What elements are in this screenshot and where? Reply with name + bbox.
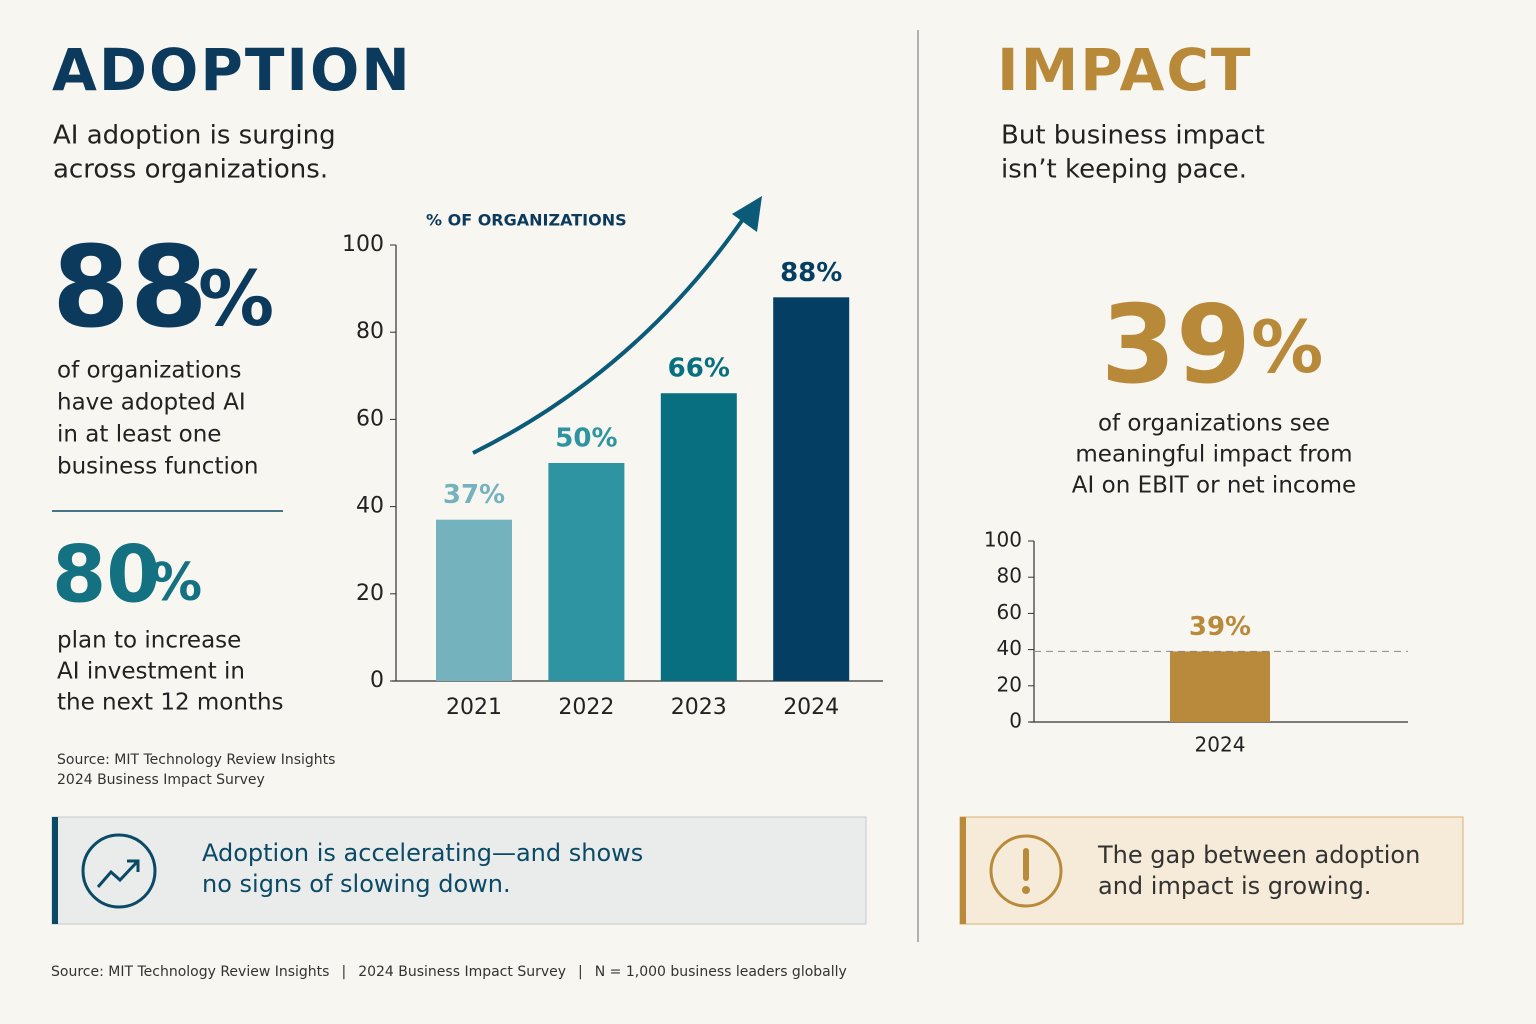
trend-icon-line [96,859,140,888]
y-tick-label: 100 [984,528,1022,552]
callout-accent [52,817,58,924]
alert-icon [989,834,1063,908]
subtitle: But business impact [1001,121,1265,151]
y-tick-label: 20 [997,672,1022,696]
trend-icon [81,833,157,909]
subtitle: AI adoption is surging [53,121,336,151]
x-tick-label: 2021 [446,695,502,720]
section-title: IMPACT [997,36,1253,104]
footer-item: N = 1,000 business leaders globally [595,964,847,980]
stat-caption: in at least one [57,422,221,448]
x-tick-label: 2024 [783,695,839,720]
y-tick-label: 80 [356,319,384,344]
value-label: 66% [668,354,730,384]
value-label: 88% [780,258,842,288]
y-tick-label: 60 [356,406,384,431]
stat-caption: of organizations see [1098,411,1330,437]
stat-unit: % [198,254,274,343]
x-tick-label: 2023 [671,695,727,720]
callout-box [959,816,1464,925]
alert-icon-dot [1022,886,1030,894]
bar [436,519,512,681]
stat-caption: have adopted AI [57,390,246,416]
stat-value: 39% [1101,283,1323,408]
stat-caption: plan to increase [57,628,241,654]
y-tick-label: 60 [997,600,1022,624]
callout-text: Adoption is accelerating—and shows [202,839,643,867]
y-tick-label: 0 [370,668,384,693]
stat-number: 88 [52,223,208,353]
stat-unit: % [1251,305,1323,389]
subtitle: isn’t keeping pace. [1001,155,1247,185]
stat-caption: the next 12 months [57,690,284,716]
y-tick-label: 100 [342,232,384,257]
y-tick-label: 20 [356,581,384,606]
trend-icon-head [127,859,140,872]
source-note: Source: MIT Technology Review Insights [57,752,335,768]
stat-unit: % [150,553,202,613]
x-tick-label: 2024 [1195,733,1246,757]
callout-box [51,816,867,925]
footer-item: 2024 Business Impact Survey [358,964,566,980]
stat-number: 80 [52,530,161,620]
stat-caption: meaningful impact from [1075,442,1352,468]
stat-number: 39 [1101,283,1251,408]
stat-caption: business function [57,454,259,480]
bar [548,463,625,681]
callout-accent [960,817,966,924]
source-note: 2024 Business Impact Survey [57,772,265,788]
callout-text: and impact is growing. [1098,872,1371,900]
y-axis-title: % OF ORGANIZATIONS [426,211,627,230]
x-tick-label: 2022 [558,695,614,720]
growth-arrow [472,210,750,455]
value-label: 39% [1189,612,1251,642]
callout-text: The gap between adoption [1097,841,1420,869]
bar [1170,651,1270,722]
callout-text: no signs of slowing down. [202,870,511,898]
growth-arrow-head [732,196,762,232]
bar [660,393,737,681]
y-tick-label: 40 [997,636,1022,660]
footer-separator: | [341,964,346,980]
y-tick-label: 0 [1009,709,1022,733]
stat-caption: of organizations [57,358,241,384]
bar [773,297,850,681]
value-label: 50% [555,424,617,454]
stat-caption: AI investment in [57,659,245,685]
section-title: ADOPTION [52,36,412,104]
subtitle: across organizations. [53,155,328,185]
stat-caption: AI on EBIT or net income [1072,473,1356,499]
footer: Source: MIT Technology Review Insights | 2… [51,964,847,980]
y-tick-label: 80 [997,564,1022,588]
footer-separator: | [578,964,583,980]
y-tick-label: 40 [356,494,384,519]
value-label: 37% [443,480,505,510]
footer-item: Source: MIT Technology Review Insights [51,964,329,980]
